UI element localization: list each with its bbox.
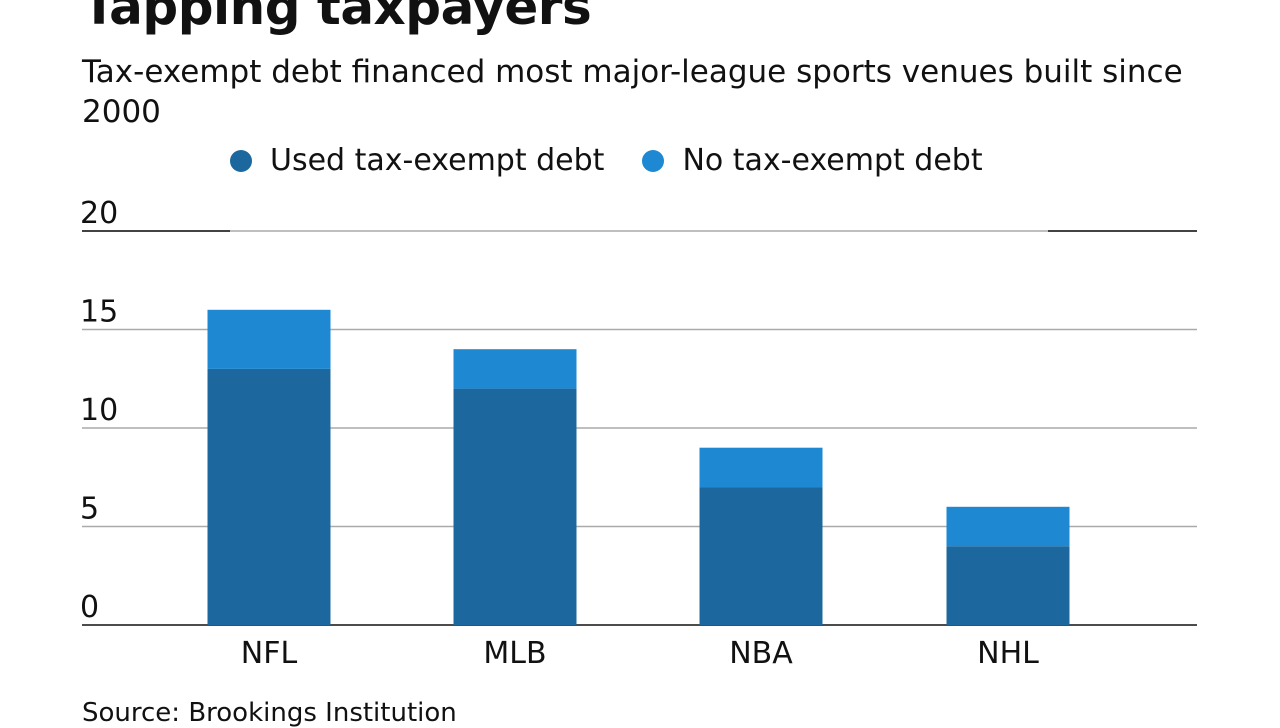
bar-mlb-used (453, 388, 577, 625)
y-tick-label: 20 (80, 196, 118, 231)
chart-title: Tapping taxpayers (82, 0, 592, 36)
y-tick-label: 10 (80, 393, 118, 428)
source-note: Source: Brookings Institution (82, 698, 457, 728)
x-tick-label: NFL (241, 636, 298, 671)
legend: Used tax-exempt debt No tax-exempt debt (230, 143, 1007, 178)
legend-item-no: No tax-exempt debt (642, 143, 983, 178)
legend-label-no: No tax-exempt debt (682, 143, 983, 178)
y-tick-label: 15 (80, 295, 118, 330)
legend-label-used: Used tax-exempt debt (270, 143, 605, 178)
y-tick-label: 5 (80, 492, 99, 527)
x-tick-label: NBA (729, 636, 793, 671)
bar-mlb-no (453, 349, 577, 389)
bar-nfl-used (207, 368, 331, 625)
legend-swatch-no (642, 149, 665, 172)
legend-swatch-used (230, 149, 252, 172)
x-tick-label: NHL (977, 636, 1039, 671)
bar-nba-used (699, 487, 823, 625)
bar-nhl-no (946, 506, 1070, 547)
legend-item-used: Used tax-exempt debt (230, 143, 604, 178)
bar-nfl-no (207, 309, 331, 369)
bar-nhl-used (946, 546, 1070, 625)
y-tick-label: 0 (80, 590, 99, 625)
bar-nba-no (699, 447, 823, 488)
x-tick-label: MLB (483, 636, 546, 671)
chart-subtitle: Tax-exempt debt financed most major-leag… (82, 54, 1183, 130)
